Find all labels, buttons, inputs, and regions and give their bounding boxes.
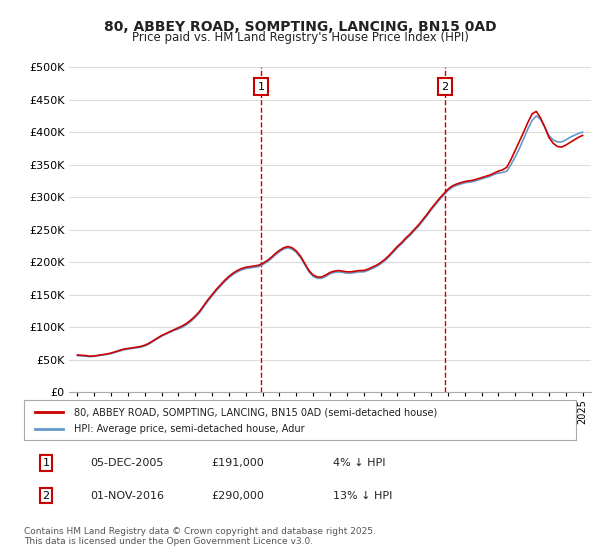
- Text: 05-DEC-2005: 05-DEC-2005: [90, 458, 164, 468]
- Text: £290,000: £290,000: [212, 491, 265, 501]
- Text: 01-NOV-2016: 01-NOV-2016: [90, 491, 164, 501]
- Text: 2: 2: [442, 82, 449, 92]
- Text: Price paid vs. HM Land Registry's House Price Index (HPI): Price paid vs. HM Land Registry's House …: [131, 31, 469, 44]
- Text: Contains HM Land Registry data © Crown copyright and database right 2025.
This d: Contains HM Land Registry data © Crown c…: [24, 526, 376, 546]
- Text: 80, ABBEY ROAD, SOMPTING, LANCING, BN15 0AD (semi-detached house): 80, ABBEY ROAD, SOMPTING, LANCING, BN15 …: [74, 407, 437, 417]
- Text: 80, ABBEY ROAD, SOMPTING, LANCING, BN15 0AD: 80, ABBEY ROAD, SOMPTING, LANCING, BN15 …: [104, 20, 496, 34]
- Text: 13% ↓ HPI: 13% ↓ HPI: [333, 491, 392, 501]
- Text: 2: 2: [43, 491, 50, 501]
- Text: £191,000: £191,000: [212, 458, 265, 468]
- Text: HPI: Average price, semi-detached house, Adur: HPI: Average price, semi-detached house,…: [74, 423, 304, 433]
- Text: 1: 1: [43, 458, 50, 468]
- Text: 1: 1: [258, 82, 265, 92]
- Text: 4% ↓ HPI: 4% ↓ HPI: [333, 458, 386, 468]
